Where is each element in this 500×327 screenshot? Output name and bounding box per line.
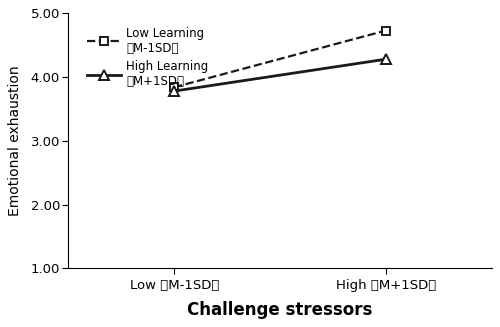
Y-axis label: Emotional exhaustion: Emotional exhaustion (8, 65, 22, 216)
X-axis label: Challenge stressors: Challenge stressors (188, 301, 372, 319)
Legend: Low Learning
（M-1SD）, High Learning
（M+1SD）: Low Learning （M-1SD）, High Learning （M+1… (82, 22, 214, 93)
